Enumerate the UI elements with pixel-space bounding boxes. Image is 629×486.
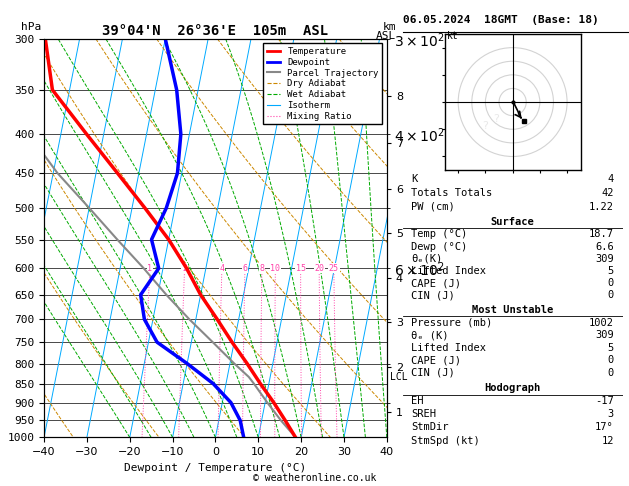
Text: 6: 6	[242, 264, 247, 273]
Text: -17: -17	[595, 396, 614, 406]
Text: Lifted Index: Lifted Index	[411, 266, 486, 276]
Text: 06.05.2024  18GMT  (Base: 18): 06.05.2024 18GMT (Base: 18)	[403, 15, 598, 25]
Text: CIN (J): CIN (J)	[411, 290, 455, 300]
Text: K: K	[411, 174, 418, 184]
Text: 5: 5	[608, 266, 614, 276]
Text: © weatheronline.co.uk: © weatheronline.co.uk	[253, 473, 376, 483]
Text: hPa: hPa	[21, 21, 41, 32]
Text: 309: 309	[595, 330, 614, 340]
Text: 12: 12	[601, 435, 614, 446]
Text: CAPE (J): CAPE (J)	[411, 355, 461, 365]
Text: StmSpd (kt): StmSpd (kt)	[411, 435, 480, 446]
Text: Most Unstable: Most Unstable	[472, 305, 554, 315]
Text: ?: ?	[494, 115, 499, 124]
Text: EH: EH	[411, 396, 424, 406]
Text: km: km	[383, 21, 396, 32]
Text: 8: 8	[259, 264, 264, 273]
Text: θₑ(K): θₑ(K)	[411, 254, 443, 264]
Text: kt: kt	[447, 32, 459, 41]
Text: 2: 2	[182, 264, 187, 273]
Text: 1.22: 1.22	[589, 202, 614, 212]
Title: 39°04'N  26°36'E  105m  ASL: 39°04'N 26°36'E 105m ASL	[103, 24, 328, 38]
X-axis label: Dewpoint / Temperature (°C): Dewpoint / Temperature (°C)	[125, 463, 306, 473]
Text: ?: ?	[482, 122, 489, 131]
Text: LCL: LCL	[390, 372, 408, 382]
Text: 0: 0	[608, 278, 614, 288]
Text: CAPE (J): CAPE (J)	[411, 278, 461, 288]
Text: 18.7: 18.7	[589, 229, 614, 240]
Text: StmDir: StmDir	[411, 422, 449, 433]
Text: Dewp (°C): Dewp (°C)	[411, 242, 467, 252]
Text: 0: 0	[608, 290, 614, 300]
Text: 4: 4	[220, 264, 225, 273]
Text: 10: 10	[270, 264, 281, 273]
Text: 0: 0	[608, 368, 614, 378]
Text: 4: 4	[608, 174, 614, 184]
Text: 42: 42	[601, 188, 614, 198]
Text: Totals Totals: Totals Totals	[411, 188, 493, 198]
Text: 17°: 17°	[595, 422, 614, 433]
Text: PW (cm): PW (cm)	[411, 202, 455, 212]
Legend: Temperature, Dewpoint, Parcel Trajectory, Dry Adiabat, Wet Adiabat, Isotherm, Mi: Temperature, Dewpoint, Parcel Trajectory…	[263, 43, 382, 124]
Text: ASL: ASL	[376, 31, 396, 41]
Text: Temp (°C): Temp (°C)	[411, 229, 467, 240]
Text: Lifted Index: Lifted Index	[411, 343, 486, 353]
Text: 25: 25	[329, 264, 339, 273]
Text: SREH: SREH	[411, 409, 437, 419]
Text: 20: 20	[314, 264, 324, 273]
Text: 0: 0	[608, 355, 614, 365]
Text: 1002: 1002	[589, 317, 614, 328]
Text: θₑ (K): θₑ (K)	[411, 330, 449, 340]
Text: 1: 1	[147, 264, 152, 273]
Text: Pressure (mb): Pressure (mb)	[411, 317, 493, 328]
Text: CIN (J): CIN (J)	[411, 368, 455, 378]
Text: 309: 309	[595, 254, 614, 264]
Text: 3: 3	[608, 409, 614, 419]
Text: 15: 15	[296, 264, 306, 273]
Text: 5: 5	[608, 343, 614, 353]
Text: Surface: Surface	[491, 217, 535, 227]
Text: 6.6: 6.6	[595, 242, 614, 252]
Text: Hodograph: Hodograph	[484, 383, 541, 393]
